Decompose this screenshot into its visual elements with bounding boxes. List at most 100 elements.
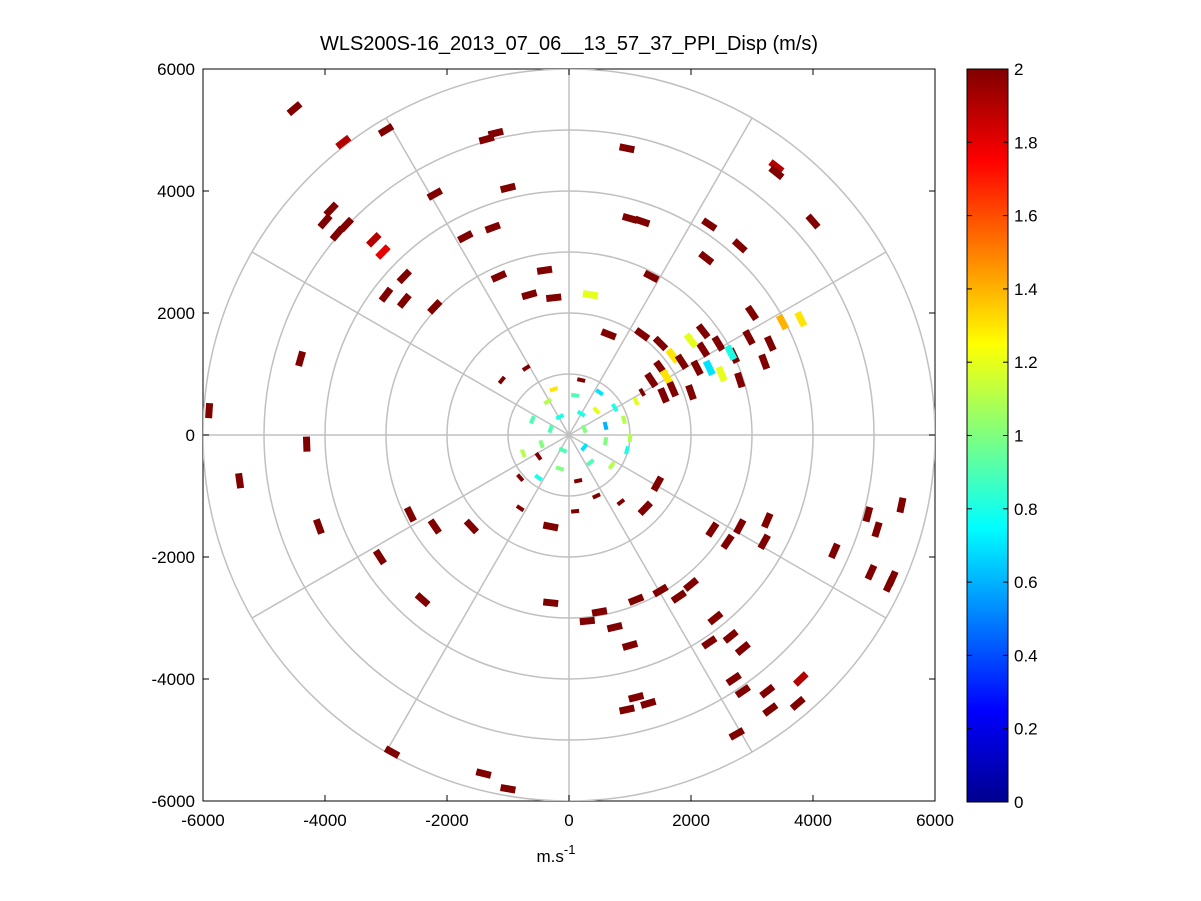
x-tick-label: 4000 [794, 811, 832, 830]
data-cell [623, 445, 630, 455]
data-cell [573, 478, 583, 484]
data-cell [621, 213, 639, 224]
y-tick-label: 2000 [157, 304, 195, 323]
data-cell [610, 403, 619, 413]
data-cell [734, 684, 752, 699]
data-cell [768, 165, 785, 181]
polar-spoke [251, 251, 570, 436]
data-cell [805, 213, 821, 230]
data-cell [724, 344, 738, 361]
colorbar-tick-label: 0.4 [1014, 646, 1038, 665]
data-cell [637, 500, 653, 517]
data-cell [329, 225, 345, 242]
data-cell [644, 371, 659, 389]
colorbar-tick-label: 0.2 [1014, 720, 1038, 739]
data-cell [529, 415, 536, 425]
data-cell [576, 409, 586, 418]
data-cell [403, 506, 417, 523]
data-cell [744, 304, 760, 322]
data-cell [521, 289, 538, 301]
data-cell [536, 265, 553, 275]
colorbar-tick-label: 1.8 [1014, 133, 1038, 152]
data-cell [659, 368, 674, 386]
data-cell [366, 232, 382, 248]
data-cell [627, 433, 633, 443]
polar-spoke [568, 251, 887, 436]
data-cell [534, 451, 543, 461]
data-cell [377, 123, 395, 137]
data-cell [372, 548, 387, 566]
data-cell [705, 521, 720, 538]
data-cell [757, 533, 771, 551]
data-cell [758, 353, 771, 371]
data-cell [427, 299, 443, 315]
data-cell [698, 250, 715, 266]
data-cell [484, 221, 501, 234]
x-tick-label: -6000 [181, 811, 224, 830]
data-cell [690, 359, 704, 377]
data-cell [606, 622, 623, 633]
y-tick-label: 4000 [157, 182, 195, 201]
data-cell [762, 702, 779, 717]
data-cell [497, 375, 506, 385]
data-cell [592, 406, 601, 415]
data-cell [396, 268, 413, 285]
data-cell [396, 292, 412, 309]
data-cell [414, 592, 431, 608]
data-cell [582, 290, 599, 300]
data-cell [674, 353, 689, 370]
data-cell [618, 704, 636, 715]
data-cell [728, 727, 746, 741]
data-cell [516, 473, 525, 483]
data-cell [707, 610, 724, 626]
colorbar-tick-label: 0.8 [1014, 500, 1038, 519]
y-axis: 6000 4000 2000 0 -2000 -4000 -6000 [152, 60, 935, 811]
data-cell [500, 784, 516, 794]
data-cell [792, 671, 809, 687]
data-cell [521, 364, 531, 372]
data-cell [383, 745, 401, 759]
x-axis-label: m.s-1 [537, 842, 576, 866]
data-cell [335, 134, 352, 150]
data-cell [638, 387, 646, 397]
data-cell [794, 310, 808, 328]
data-cell [426, 187, 444, 201]
x-axis-label-base: m.s [537, 847, 564, 866]
data-cell [602, 421, 609, 431]
colorbar-axis: 0 0.2 0.4 0.6 0.8 1 1.2 1.4 1.6 1.8 2 [967, 60, 1038, 812]
data-cell [580, 442, 589, 452]
x-axis: -6000 -4000 -2000 0 2000 4000 6000 [181, 69, 954, 830]
data-cell [657, 387, 670, 404]
data-cell [205, 402, 214, 419]
data-cell [632, 396, 640, 406]
data-cell [558, 446, 568, 454]
data-cell [759, 683, 776, 699]
data-cell [640, 697, 657, 709]
data-cell [634, 327, 651, 342]
data-cell [545, 293, 562, 303]
data-cell [475, 768, 492, 779]
x-tick-label: 0 [564, 811, 573, 830]
data-cell [427, 518, 442, 535]
data-cell [652, 583, 669, 598]
colorbar-tick-label: 1.6 [1014, 207, 1038, 226]
data-cell [490, 270, 508, 283]
data-cell [650, 475, 665, 493]
data-cell [731, 238, 748, 254]
x-tick-label: 2000 [672, 811, 710, 830]
y-tick-label: 6000 [157, 60, 195, 79]
data-cells [205, 101, 907, 794]
data-cell [666, 380, 679, 398]
data-cell [576, 377, 586, 383]
data-cell [235, 472, 245, 489]
data-cell [768, 159, 785, 174]
data-cell [519, 448, 527, 458]
chart-title: WLS200S-16_2013_07_06__13_57_37_PPI_Disp… [320, 33, 818, 55]
data-cell [591, 492, 601, 500]
y-tick-label: -4000 [152, 670, 195, 689]
colorbar-tick-label: 1.2 [1014, 353, 1038, 372]
colorbar-tick-label: 2 [1014, 60, 1023, 79]
data-cell [685, 384, 697, 401]
data-cell [478, 133, 495, 145]
